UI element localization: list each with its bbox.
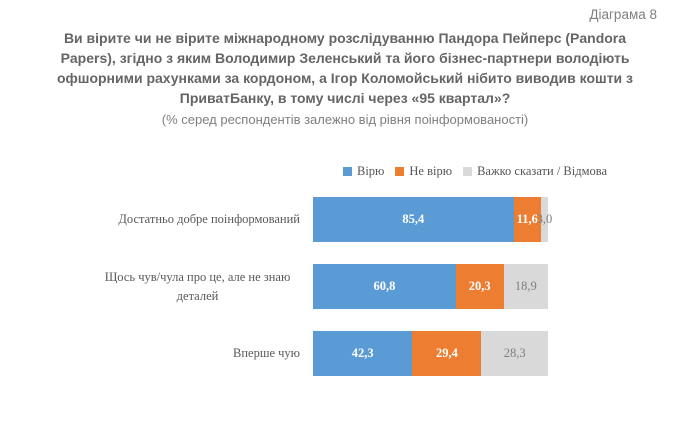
value-label: 28,3 xyxy=(503,346,526,360)
value-label: 3,0 xyxy=(536,212,553,226)
category-label: Вперше чую xyxy=(30,331,313,376)
chart-subtitle: (% серед респондентів залежно від рівня … xyxy=(161,112,529,127)
category-label: Щось чув/чула про це, але не знаю детале… xyxy=(30,264,313,309)
bar-segment: 11,6 xyxy=(513,197,541,242)
legend-label: Важко сказати / Відмова xyxy=(477,164,608,178)
legend-item: Важко сказати / Відмова xyxy=(463,164,607,179)
legend-label: Вірю xyxy=(357,164,385,178)
category-label-text: Достатньо добре поінформований xyxy=(118,212,300,227)
category-label-text: Щось чув/чула про це, але не знаю детале… xyxy=(104,270,291,303)
legend-swatch-icon xyxy=(395,167,405,176)
value-label: 42,3 xyxy=(351,346,374,360)
value-label: 29,4 xyxy=(435,346,458,360)
bar-segment: 3,0 xyxy=(537,197,552,242)
value-label: 18,9 xyxy=(514,279,537,293)
bar-segment: 29,4 xyxy=(412,331,482,376)
legend-item: Вірю xyxy=(343,164,384,179)
stacked-bar: 60,8 20,3 18,9 xyxy=(313,264,548,309)
bar-segment: 85,4 xyxy=(313,197,514,242)
stacked-bar: 42,3 29,4 28,3 xyxy=(313,331,548,376)
bar-segment: 42,3 xyxy=(313,331,413,376)
chart-title: Ви вірите чи не вірите міжнародному розс… xyxy=(56,30,634,106)
legend-swatch-icon xyxy=(343,167,352,176)
value-label: 11,6 xyxy=(516,212,538,226)
legend-swatch-icon xyxy=(463,167,473,176)
chart-legend: Вірю Не вірю Важко сказати / Відмова xyxy=(343,164,607,179)
category-label-text: Вперше чую xyxy=(233,346,300,361)
bar-segment: 18,9 xyxy=(503,264,548,309)
bar-segment: 28,3 xyxy=(481,331,548,376)
stacked-bar: 85,4 11,6 3,0 xyxy=(313,197,552,242)
bar-row: Достатньо добре поінформований 85,4 11,6 3,… xyxy=(30,197,552,242)
value-label: 20,3 xyxy=(468,279,491,293)
chart-plot-area: Достатньо добре поінформований 85,4 11,6 3,… xyxy=(30,197,552,398)
diagram-number: Діаграма 8 xyxy=(589,7,657,22)
category-label: Достатньо добре поінформований xyxy=(30,197,313,242)
value-label: 60,8 xyxy=(373,279,396,293)
legend-item: Не вірю xyxy=(395,164,452,179)
bar-row: Щось чув/чула про це, але не знаю детале… xyxy=(30,264,548,309)
bar-segment: 20,3 xyxy=(455,264,504,309)
bar-row: Вперше чую 42,3 29,4 28,3 xyxy=(30,331,548,376)
legend-label: Не вірю xyxy=(409,164,453,178)
value-label: 85,4 xyxy=(402,212,425,226)
bar-segment: 60,8 xyxy=(313,264,456,309)
